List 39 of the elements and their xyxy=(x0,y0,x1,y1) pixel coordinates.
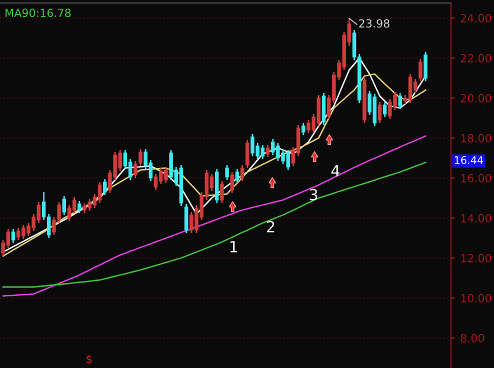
candlestick xyxy=(230,171,234,194)
candlestick xyxy=(225,164,229,181)
y-tick-label: 20.00 xyxy=(460,94,492,102)
annotation: MA90:16.78 xyxy=(6,8,71,18)
y-tick-label: 22.00 xyxy=(460,54,492,62)
y-tick-label: 10.00 xyxy=(461,294,492,302)
candlestick xyxy=(302,122,306,136)
candlestick xyxy=(102,178,107,196)
annotation: 3 xyxy=(310,188,318,200)
candlestick xyxy=(62,195,66,216)
candlestick xyxy=(246,139,250,169)
annotation: 4 xyxy=(331,165,340,176)
candlestick xyxy=(138,148,142,167)
candlestick xyxy=(424,51,428,82)
line-series xyxy=(2,162,426,288)
annotation: 2 xyxy=(267,220,274,232)
candlestick xyxy=(11,228,16,244)
line-series xyxy=(2,135,426,297)
annotation: $ xyxy=(86,354,92,365)
y-tick-label: 24.00 xyxy=(460,14,492,22)
candlestick xyxy=(240,164,244,182)
candlestick xyxy=(378,101,382,124)
candlestick xyxy=(220,180,224,204)
candlestick xyxy=(78,200,82,214)
candlestick xyxy=(134,160,138,179)
y-tick-label: 8.00 xyxy=(460,334,484,342)
text: 16.44 xyxy=(454,156,484,164)
candlestick xyxy=(266,144,270,158)
y-tick-label: 12.00 xyxy=(461,254,492,262)
y-tick-label: 16.00 xyxy=(461,174,492,182)
y-tick-label: 18.00 xyxy=(461,134,492,142)
candlestick xyxy=(235,168,240,184)
annotation: 1 xyxy=(230,241,238,252)
candlestick xyxy=(382,101,387,118)
candlestick xyxy=(184,203,188,234)
candlestick xyxy=(398,92,402,110)
candlestick xyxy=(418,58,422,82)
annotation: 23.98 xyxy=(359,19,390,28)
y-tick-label: 14.00 xyxy=(461,214,492,222)
